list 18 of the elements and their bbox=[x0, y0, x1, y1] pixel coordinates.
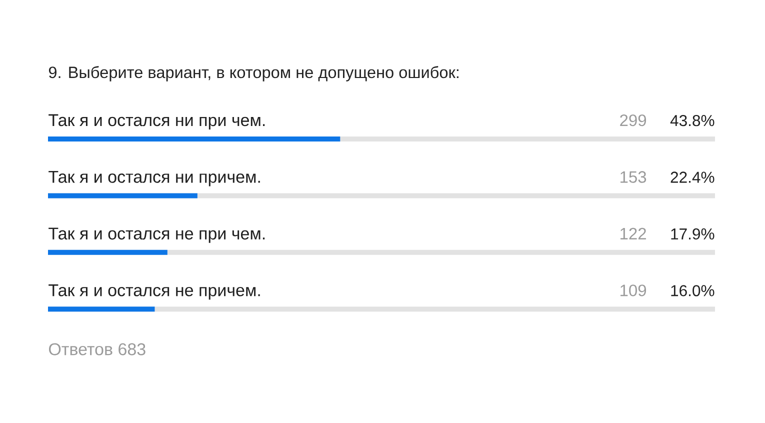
annotation: 122 bbox=[620, 228, 646, 240]
annotation: 299 bbox=[620, 114, 646, 126]
bar bbox=[48, 306, 155, 312]
bar bbox=[48, 136, 340, 142]
annotation: 109 bbox=[620, 284, 646, 296]
data-label: 43.8% bbox=[670, 114, 714, 126]
text: Ответов 683 bbox=[49, 343, 146, 356]
bar bbox=[48, 193, 198, 198]
y-tick-label: Так я и остался не при чем. bbox=[48, 228, 265, 243]
bar bbox=[48, 250, 168, 255]
data-label: 16.0% bbox=[671, 285, 714, 296]
y-tick-label: Так я и остался ни причем. bbox=[48, 170, 260, 186]
chart-title: 9. Выберите вариант, в котором не допущено ошибок: bbox=[48, 66, 458, 82]
data-label: 22.4% bbox=[670, 172, 714, 183]
y-tick-label: Так я и остался не причем. bbox=[48, 284, 260, 300]
annotation: 153 bbox=[620, 171, 646, 183]
y-tick-label: Так я и остался ни при чем. bbox=[48, 114, 265, 130]
data-label: 17.9% bbox=[671, 228, 714, 240]
